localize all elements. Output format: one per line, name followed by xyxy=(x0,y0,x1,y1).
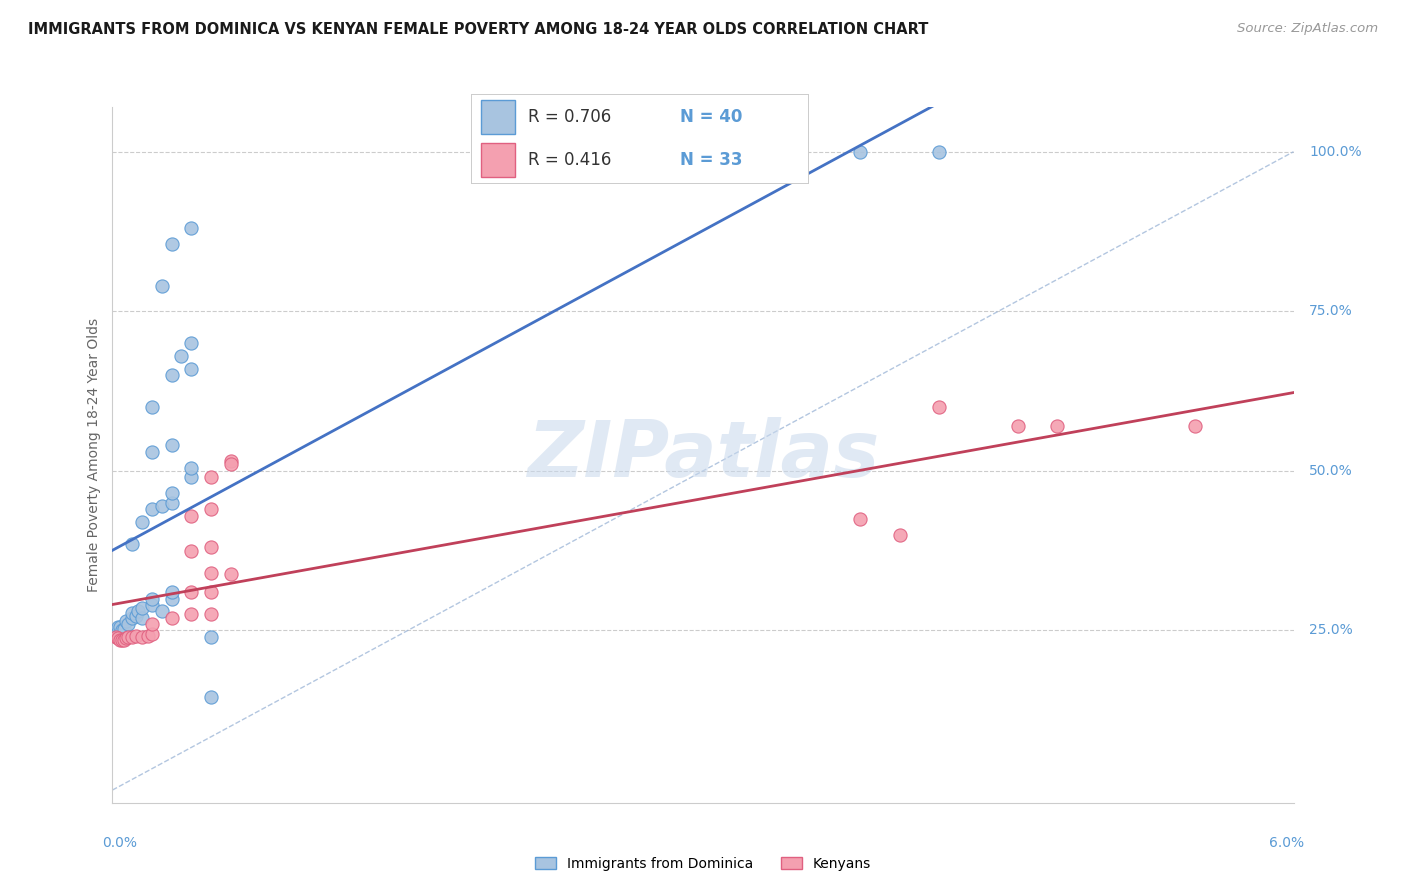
Point xyxy=(200,690,222,705)
Point xyxy=(180,585,202,599)
Text: ZIPatlas: ZIPatlas xyxy=(527,417,879,493)
Point xyxy=(141,626,163,640)
Point xyxy=(160,585,183,599)
Point xyxy=(1007,419,1029,434)
Point xyxy=(180,336,202,351)
Point xyxy=(136,629,159,643)
Y-axis label: Female Poverty Among 18-24 Year Olds: Female Poverty Among 18-24 Year Olds xyxy=(87,318,101,592)
Point xyxy=(928,400,950,414)
Point xyxy=(107,631,129,645)
Point xyxy=(141,591,163,606)
Text: 100.0%: 100.0% xyxy=(1309,145,1362,159)
Point xyxy=(141,502,163,516)
Text: N = 40: N = 40 xyxy=(681,108,742,126)
FancyBboxPatch shape xyxy=(481,100,515,134)
Point xyxy=(1046,419,1069,434)
Point xyxy=(150,278,173,293)
Point xyxy=(115,614,138,628)
Point xyxy=(150,604,173,618)
Text: R = 0.706: R = 0.706 xyxy=(529,108,612,126)
Point xyxy=(160,610,183,624)
Point xyxy=(1184,419,1206,434)
Point xyxy=(131,610,153,624)
Point xyxy=(849,512,872,526)
Text: 0.0%: 0.0% xyxy=(103,836,136,850)
Point xyxy=(180,508,202,523)
Point xyxy=(125,609,148,624)
Point xyxy=(111,624,134,638)
Point xyxy=(219,454,242,468)
Text: IMMIGRANTS FROM DOMINICA VS KENYAN FEMALE POVERTY AMONG 18-24 YEAR OLDS CORRELAT: IMMIGRANTS FROM DOMINICA VS KENYAN FEMAL… xyxy=(28,22,928,37)
Point xyxy=(200,630,222,644)
Point xyxy=(180,361,202,376)
Point xyxy=(111,633,134,648)
Text: 6.0%: 6.0% xyxy=(1270,836,1303,850)
Point xyxy=(107,620,129,634)
Point xyxy=(141,617,163,632)
Point xyxy=(110,633,132,648)
Point xyxy=(105,630,128,644)
Point xyxy=(141,598,163,612)
Point xyxy=(160,486,183,500)
Point xyxy=(200,541,222,555)
Text: 75.0%: 75.0% xyxy=(1309,304,1353,318)
Point xyxy=(112,633,135,648)
Point xyxy=(200,585,222,599)
Point xyxy=(200,607,222,622)
Point xyxy=(180,221,202,235)
Point xyxy=(115,631,138,645)
Point xyxy=(127,604,149,618)
Point xyxy=(131,630,153,644)
Point xyxy=(200,566,222,580)
Point xyxy=(117,630,139,644)
Text: 25.0%: 25.0% xyxy=(1309,624,1353,638)
Point xyxy=(121,537,143,551)
Point xyxy=(131,515,153,529)
Point xyxy=(200,470,222,484)
Point xyxy=(112,622,135,636)
Point xyxy=(200,502,222,516)
Point xyxy=(121,630,143,644)
Point xyxy=(180,470,202,484)
Point xyxy=(105,626,128,640)
Point xyxy=(117,617,139,632)
Point xyxy=(180,460,202,475)
Point xyxy=(121,610,143,624)
Point xyxy=(121,606,143,620)
Point xyxy=(219,567,242,582)
Point xyxy=(141,400,163,414)
Legend: Immigrants from Dominica, Kenyans: Immigrants from Dominica, Kenyans xyxy=(530,851,876,876)
Text: 50.0%: 50.0% xyxy=(1309,464,1353,478)
Point xyxy=(180,607,202,622)
Point xyxy=(180,543,202,558)
Point xyxy=(219,458,242,472)
Point xyxy=(160,368,183,383)
Point xyxy=(889,527,911,541)
Point xyxy=(160,591,183,606)
Point xyxy=(928,145,950,159)
Text: Source: ZipAtlas.com: Source: ZipAtlas.com xyxy=(1237,22,1378,36)
Point xyxy=(160,438,183,452)
Point xyxy=(150,499,173,513)
Point xyxy=(131,601,153,615)
Point xyxy=(141,444,163,458)
Point xyxy=(170,349,193,363)
Text: R = 0.416: R = 0.416 xyxy=(529,151,612,169)
Point xyxy=(160,496,183,510)
Point xyxy=(160,237,183,252)
FancyBboxPatch shape xyxy=(481,143,515,177)
Point xyxy=(125,629,148,643)
Point xyxy=(110,620,132,634)
Text: N = 33: N = 33 xyxy=(681,151,742,169)
Point xyxy=(849,145,872,159)
